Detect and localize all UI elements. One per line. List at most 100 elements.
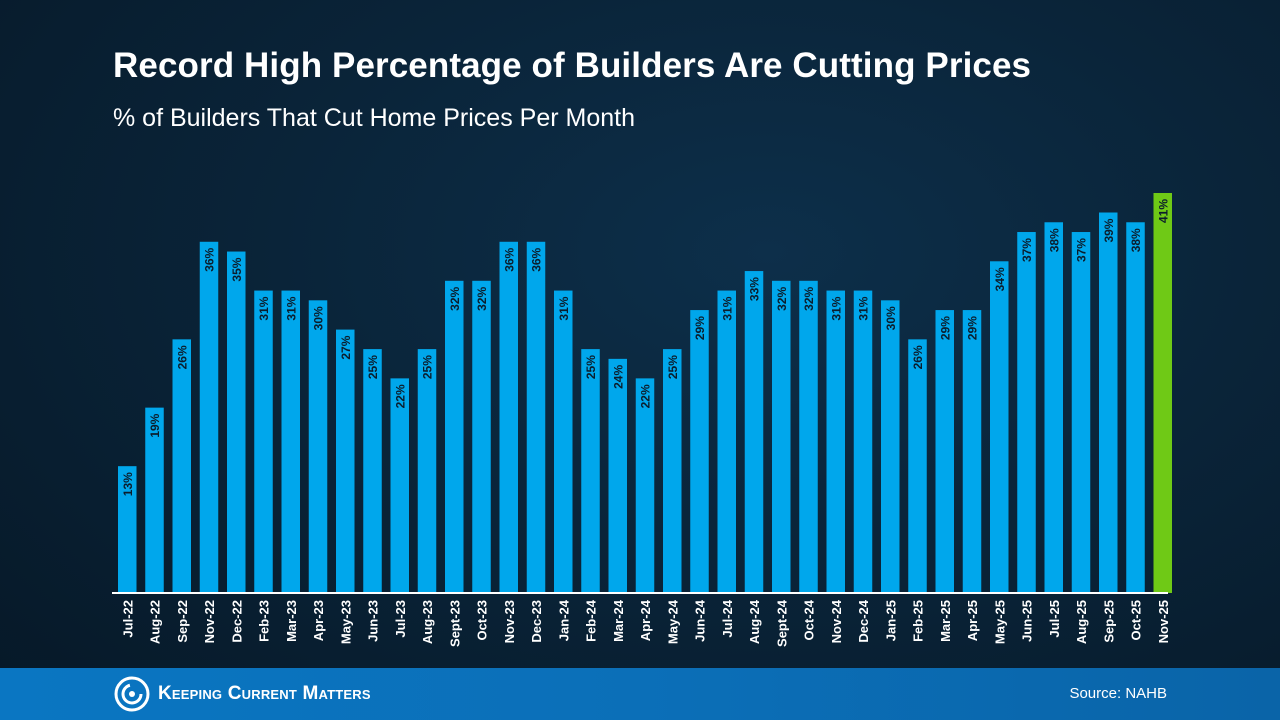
x-tick-label: May-24 <box>665 599 680 644</box>
bar-Feb-24 <box>581 349 600 593</box>
data-label: 26% <box>175 345 189 369</box>
bar-Oct-24 <box>799 280 818 593</box>
bar-Apr-25 <box>962 310 982 593</box>
data-label: 25% <box>421 355 435 379</box>
bar-Jul-22 <box>118 466 137 593</box>
bar-Sept-23 <box>445 280 464 593</box>
x-tick-label: Jul-24 <box>720 599 735 637</box>
bar-Sept-24 <box>772 280 791 593</box>
bar-Jul-24 <box>717 290 736 593</box>
bar-Dec-23 <box>526 241 546 593</box>
bar-Feb-23 <box>254 290 273 593</box>
x-tick-label: Jul-25 <box>1047 600 1062 638</box>
data-label: 29% <box>938 316 952 340</box>
bar-May-23 <box>336 329 355 593</box>
data-label: 26% <box>911 345 925 369</box>
chart-title: Record High Percentage of Builders Are C… <box>113 46 1032 85</box>
x-tick-label: Nov-24 <box>829 599 844 643</box>
x-tick-label: Feb-25 <box>911 600 926 642</box>
x-tick-label: May-23 <box>338 600 353 644</box>
bar-Oct-23 <box>472 280 491 593</box>
x-tick-label: Aug-22 <box>148 600 163 644</box>
x-tick-label: Jan-24 <box>556 599 571 641</box>
x-tick-label: Sep-22 <box>175 600 190 643</box>
source-note: Source: NAHB <box>1069 685 1167 702</box>
data-label: 36% <box>203 247 217 271</box>
data-label: 13% <box>121 472 135 496</box>
data-label: 27% <box>339 335 353 359</box>
bar-Mar-25 <box>935 310 954 593</box>
bar-group: 13% 19% 26% 36% 35% 31% 31% 30% 27% 25% 22% 25% 32% 3… <box>118 193 1172 594</box>
bar-Sep-25 <box>1099 212 1118 593</box>
data-label: 31% <box>257 296 271 320</box>
x-tick-labels: Jul-22 Aug-22 Sep-22 Nov-22 Dec-22 Feb-23 Mar-… <box>120 599 1171 647</box>
data-label: 31% <box>284 296 298 320</box>
bar-Apr-23 <box>308 300 328 593</box>
data-label: 25% <box>666 355 680 379</box>
bar-Nov-25 <box>1153 193 1172 593</box>
kcm-swirl-logo-icon <box>114 676 150 712</box>
data-label: 29% <box>966 316 980 340</box>
data-label: 37% <box>1075 238 1089 262</box>
bar-Oct-25 <box>1126 222 1145 593</box>
x-tick-label: Sept-24 <box>774 599 789 647</box>
x-tick-label: Feb-24 <box>584 599 599 642</box>
x-tick-label: Feb-23 <box>257 600 272 642</box>
data-label: 34% <box>993 267 1007 291</box>
bar-Aug-23 <box>417 349 437 593</box>
bar-May-24 <box>663 349 682 593</box>
x-tick-label: Dec-24 <box>856 599 871 642</box>
data-label: 36% <box>502 247 516 271</box>
data-label: 25% <box>366 355 380 379</box>
bar-Nov-24 <box>826 290 845 593</box>
data-label: 19% <box>148 413 162 437</box>
x-tick-label: Mar-24 <box>611 599 626 642</box>
brand-name: Keeping Current Matters <box>158 683 371 704</box>
x-tick-label: Oct-25 <box>1129 600 1144 640</box>
data-label: 22% <box>639 384 653 408</box>
bar-Dec-22 <box>227 251 246 594</box>
data-label: 31% <box>829 296 843 320</box>
x-tick-label: Aug-24 <box>747 599 762 644</box>
x-tick-label: Jul-22 <box>120 600 135 638</box>
data-label: 32% <box>802 286 816 310</box>
bar-Aug-22 <box>145 407 164 593</box>
x-tick-label: Dec-23 <box>529 600 544 643</box>
bar-Apr-24 <box>635 378 655 593</box>
data-label: 33% <box>748 277 762 301</box>
bar-Aug-24 <box>744 271 764 593</box>
data-label: 31% <box>720 296 734 320</box>
data-label: 38% <box>1129 228 1143 252</box>
bar-Jun-25 <box>1017 232 1036 593</box>
data-label: 32% <box>775 286 789 310</box>
data-label: 37% <box>1020 238 1034 262</box>
bar-Jul-23 <box>390 378 409 593</box>
x-tick-label: Aug-23 <box>420 600 435 644</box>
bar-chart: 13% 19% 26% 36% 35% 31% 31% 30% 27% 25% 22% 25% 32% 3… <box>118 193 1172 647</box>
x-tick-label: Sep-25 <box>1101 600 1116 643</box>
x-tick-label: Apr-24 <box>638 599 653 641</box>
x-tick-label: Nov-25 <box>1156 600 1171 643</box>
bar-Jun-23 <box>363 349 382 593</box>
x-tick-label: Jun-25 <box>1020 600 1035 642</box>
data-label: 38% <box>1047 228 1061 252</box>
x-tick-label: Mar-23 <box>284 600 299 642</box>
data-label: 31% <box>557 296 571 320</box>
x-tick-label: Oct-24 <box>802 599 817 640</box>
x-tick-label: May-25 <box>992 600 1007 644</box>
footer-bar: Keeping Current Matters Source: NAHB <box>0 668 1280 720</box>
bar-May-25 <box>990 261 1009 593</box>
bar-Mar-24 <box>608 358 627 593</box>
bar-Feb-25 <box>908 339 927 593</box>
data-label: 32% <box>475 286 489 310</box>
x-tick-label: Apr-25 <box>965 600 980 641</box>
bar-Jul-25 <box>1044 222 1063 593</box>
data-label: 24% <box>611 365 625 389</box>
data-label: 22% <box>393 384 407 408</box>
x-tick-label: Oct-23 <box>475 600 490 640</box>
x-tick-label: Jun-24 <box>693 599 708 642</box>
data-label: 32% <box>448 286 462 310</box>
bar-Nov-23 <box>499 241 518 593</box>
data-label: 31% <box>857 296 871 320</box>
data-label: 35% <box>230 257 244 281</box>
